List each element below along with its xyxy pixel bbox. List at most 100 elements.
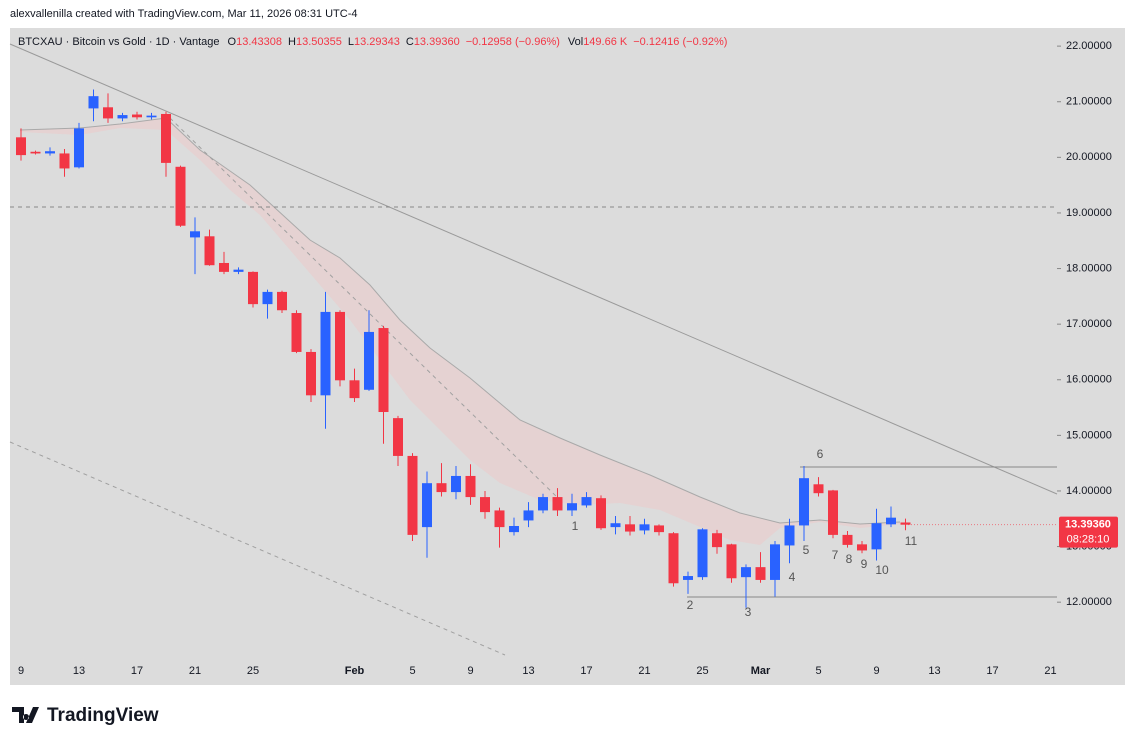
y-tick-label: 16.00000 [1066,374,1112,386]
candle-body [668,533,679,584]
candle-body [233,269,244,272]
x-tick-label: 17 [986,665,998,677]
candle-body [262,291,273,305]
candle-body [828,490,838,535]
candle-body [712,533,722,548]
legend: BTCXAU · Bitcoin vs Gold · 1D · Vantage O… [18,36,727,48]
wave-label: 4 [789,570,796,584]
candle-body [523,510,534,521]
candle-body [654,525,664,533]
x-tick-label: 5 [815,665,821,677]
legend-change: −0.12958 (−0.96%) [466,36,560,48]
candle-body [755,567,766,580]
candle-body [146,115,157,118]
x-tick-label: 9 [873,665,879,677]
legend-key: L [348,36,354,48]
countdown: 08:28:10 [1067,534,1110,546]
legend-value: 13.50355 [296,36,342,48]
wave-label: 5 [803,543,810,557]
wave-label: 7 [832,548,839,562]
candle-body [886,517,896,525]
wave-label: 11 [905,534,918,548]
candle-body [248,271,258,305]
y-tick-label: 20.00000 [1066,151,1112,163]
candle-body [480,497,490,513]
x-tick-label: Feb [345,665,365,677]
channel-line [9,441,506,656]
candle-body [422,483,432,528]
y-tick-label: 15.00000 [1066,429,1112,441]
candle-body [103,107,113,119]
candle-body [161,113,171,163]
candle-body [842,534,853,545]
symbol-title: BTCXAU · Bitcoin vs Gold · 1D · Vantage [18,36,220,48]
legend-value: 13.43308 [236,36,282,48]
x-tick-label: 17 [131,665,143,677]
candle-body [45,151,55,154]
y-tick-label: 19.00000 [1066,207,1112,219]
candle-body [451,475,461,493]
y-tick-label: 21.00000 [1066,96,1112,108]
legend-key: C [406,36,414,48]
candle-body [770,544,780,580]
candle-body [175,166,186,226]
candle-body [407,455,418,535]
candle-body [204,236,215,266]
x-tick-label: 13 [522,665,534,677]
ma-line [19,117,901,525]
y-tick-label: 18.00000 [1066,262,1112,274]
trendline [9,43,1058,495]
candle-body [799,478,809,526]
x-tick-label: 13 [73,665,85,677]
candle-body [900,522,911,525]
candle-body [393,418,403,456]
candle-body [117,115,128,119]
candle-body [784,525,795,546]
candle-body [88,96,99,109]
candle-body [132,114,142,118]
legend-change: −0.12416 (−0.92%) [633,36,727,48]
candle-body [610,523,621,528]
brand-name: TradingView [47,705,159,726]
y-tick-label: 17.00000 [1066,318,1112,330]
chart-background [10,28,1125,685]
candle-body [335,311,345,381]
wave-label: 10 [875,563,889,577]
brand-logo [12,707,39,723]
x-tick-label: 17 [580,665,592,677]
candle-body [567,503,577,511]
x-tick-label: Mar [751,665,771,677]
last-price-box [1059,516,1118,548]
x-tick-label: 25 [247,665,259,677]
wave-label: 9 [861,557,868,571]
candles [16,89,911,608]
wave-labels: 1 2 3 4 5 6 7 8 9 10 11 [572,447,918,619]
candle-body [190,231,200,238]
candle-body [364,331,374,390]
candle-body [277,291,287,311]
legend-value: 149.66 K [583,36,628,48]
candle-body [16,137,26,156]
candle-body [436,483,447,493]
candle-body [465,475,476,498]
candle-body [639,524,650,531]
candle-body [683,576,693,580]
y-tick-label: 14.00000 [1066,485,1112,497]
legend-key: H [288,36,296,48]
wave-label: 8 [846,552,853,566]
x-tick-label: 9 [467,665,473,677]
candle-body [349,380,360,399]
candle-body [857,544,867,551]
x-tick-label: 13 [928,665,940,677]
last-price-label: 13.39360 [1065,519,1111,531]
candle-body [291,313,302,352]
candle-body [219,262,229,272]
wave-label: 3 [745,605,752,619]
x-tick-label: 21 [189,665,201,677]
candle-body [813,484,824,494]
wave-label: 1 [572,519,579,533]
x-tick-label: 5 [409,665,415,677]
x-tick-label: 9 [18,665,24,677]
candle-body [30,151,41,154]
candle-body [596,498,606,529]
